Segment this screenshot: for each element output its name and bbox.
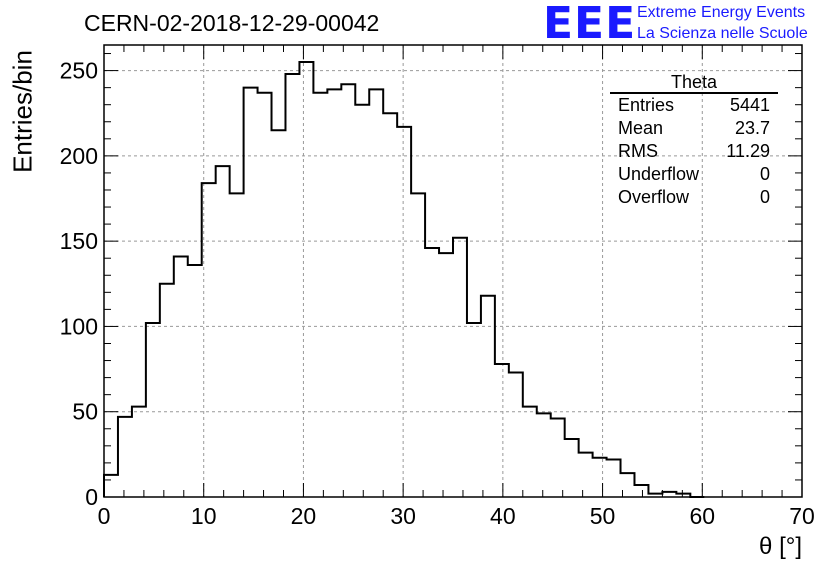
histogram-bin (355, 105, 369, 497)
x-tick-label: 30 (390, 503, 416, 529)
histogram-bin (341, 84, 355, 497)
y-tick-label: 50 (72, 399, 98, 425)
histogram-bin (132, 407, 146, 497)
histogram-bin (285, 74, 299, 497)
histogram-bin (327, 89, 341, 497)
histogram-bin (258, 93, 272, 497)
stats-row-underflow: Underflow 0 (610, 163, 778, 186)
histogram-bin (495, 364, 509, 497)
histogram-bin (383, 113, 397, 497)
x-tick-label: 70 (789, 503, 815, 529)
histogram-bin (160, 284, 174, 497)
stats-row-mean: Mean 23.7 (610, 117, 778, 140)
histogram-bin (146, 323, 160, 497)
stats-row-overflow: Overflow 0 (610, 186, 778, 209)
x-tick-label: 20 (291, 503, 317, 529)
histogram-bin (369, 89, 383, 497)
x-tick-label: 0 (98, 503, 111, 529)
histogram-bin (230, 193, 244, 497)
stats-value: 11.29 (726, 141, 770, 161)
x-tick-label: 50 (590, 503, 616, 529)
stats-value: 23.7 (734, 118, 770, 138)
y-tick-label: 0 (85, 484, 98, 510)
histogram-bin (537, 413, 551, 497)
logo-subtitle-2: La Scienza nelle Scuole (637, 25, 808, 42)
histogram-bin (104, 475, 118, 497)
histogram-bin (509, 372, 523, 497)
histogram-bin (523, 407, 537, 497)
histogram-bin (467, 323, 481, 497)
histogram-bin (579, 453, 593, 497)
stats-row-entries: Entries 5441 (610, 94, 778, 117)
histogram-bin (425, 248, 439, 497)
y-tick-label: 250 (60, 58, 98, 84)
stats-value: 0 (759, 164, 770, 184)
histogram-bin (299, 62, 313, 497)
histogram-bin (244, 88, 258, 497)
y-tick-label: 200 (60, 143, 98, 169)
stats-key: RMS (618, 141, 658, 161)
histogram-bin (174, 257, 188, 497)
histogram-bin (565, 439, 579, 497)
histogram-bin (453, 238, 467, 497)
histogram-outline (103, 61, 705, 498)
histogram-bin (607, 459, 621, 497)
histogram-bin (411, 193, 425, 497)
stats-box: Theta Entries 5441 Mean 23.7 RMS 11.29 U… (610, 72, 778, 209)
histogram-bin (439, 253, 453, 497)
histogram-bin (481, 296, 495, 497)
histogram-bin (551, 419, 565, 497)
histogram-bin (634, 485, 648, 497)
stats-key: Overflow (618, 187, 690, 207)
x-tick-label: 10 (191, 503, 217, 529)
chart-title: CERN-02-2018-12-29-00042 (84, 10, 380, 36)
x-tick-label: 60 (689, 503, 715, 529)
histogram-bin (216, 166, 230, 497)
eee-logo: EEE (543, 0, 637, 49)
y-axis-label: Entries/bin (7, 50, 38, 173)
y-tick-label: 150 (60, 228, 98, 254)
stats-key: Mean (618, 118, 664, 138)
tick-labels: 0 10 20 30 40 50 60 70 0 50 100 150 200 250 (60, 58, 815, 529)
x-axis-label: θ [°] (759, 533, 802, 560)
histogram-bin (593, 458, 607, 497)
stats-key: Entries (618, 95, 675, 115)
stats-row-rms: RMS 11.29 (610, 140, 778, 163)
histogram-bin (188, 265, 202, 497)
y-tick-label: 100 (60, 313, 98, 339)
stats-value: 5441 (729, 95, 770, 115)
histogram-bin (272, 130, 286, 497)
plot-frame (103, 44, 803, 498)
x-tick-label: 40 (490, 503, 516, 529)
logo-subtitle-1: Extreme Energy Events (637, 4, 806, 21)
histogram-bin (313, 93, 327, 497)
stats-key: Underflow (618, 164, 700, 184)
histogram-bin (397, 127, 411, 497)
stats-title: Theta (610, 72, 778, 94)
histogram-bin (118, 417, 132, 497)
stats-value: 0 (759, 187, 770, 207)
